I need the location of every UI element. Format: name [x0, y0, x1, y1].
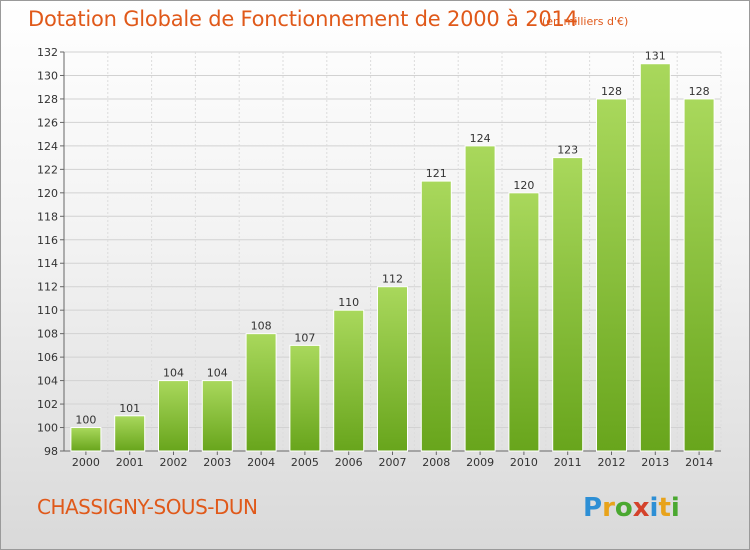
- bar-value-label: 123: [557, 144, 578, 157]
- bar: [201, 380, 233, 452]
- y-tick-label: 112: [37, 281, 58, 294]
- bar-value-label: 131: [645, 50, 666, 63]
- y-tick-label: 116: [37, 234, 58, 247]
- chart-title: Dotation Globale de Fonctionnement de 20…: [28, 7, 578, 31]
- bar: [245, 333, 277, 452]
- bar-value-label: 112: [382, 273, 403, 286]
- bar: [683, 98, 715, 452]
- x-tick-label: 2007: [379, 456, 407, 469]
- y-tick-label: 114: [37, 257, 58, 270]
- y-tick-label: 100: [37, 422, 58, 435]
- x-tick-label: 2010: [510, 456, 538, 469]
- commune-name: CHASSIGNY-SOUS-DUN: [37, 495, 258, 519]
- bar: [70, 427, 102, 452]
- proxiti-logo: Proxiti: [583, 493, 680, 523]
- x-tick-label: 2005: [291, 456, 319, 469]
- y-tick-label: 130: [37, 69, 58, 82]
- bar-value-label: 110: [338, 296, 359, 309]
- bar: [464, 145, 496, 452]
- bar: [420, 180, 452, 452]
- x-tick-label: 2009: [466, 456, 494, 469]
- bar: [508, 192, 540, 452]
- bar: [639, 63, 671, 452]
- x-tick-label: 2013: [641, 456, 669, 469]
- svg-text:Proxiti: Proxiti: [583, 493, 680, 523]
- y-tick-label: 108: [37, 328, 58, 341]
- bar-value-label: 107: [294, 331, 315, 344]
- bar-value-label: 108: [251, 320, 272, 333]
- bar-value-label: 124: [470, 132, 491, 145]
- y-tick-label: 120: [37, 187, 58, 200]
- bar: [289, 344, 321, 452]
- chart-unit: (en milliers d'€): [542, 15, 629, 28]
- bar: [114, 415, 146, 452]
- x-tick-label: 2011: [554, 456, 582, 469]
- x-tick-label: 2001: [116, 456, 144, 469]
- y-tick-label: 110: [37, 304, 58, 317]
- x-tick-label: 2006: [335, 456, 363, 469]
- bar-value-label: 121: [426, 167, 447, 180]
- x-tick-label: 2000: [72, 456, 100, 469]
- bar-value-label: 104: [163, 367, 184, 380]
- y-tick-label: 122: [37, 163, 58, 176]
- x-tick-label: 2004: [247, 456, 275, 469]
- y-tick-label: 124: [37, 140, 58, 153]
- y-tick-label: 126: [37, 116, 58, 129]
- bar: [552, 157, 584, 452]
- bar: [158, 380, 189, 452]
- bar: [333, 309, 365, 452]
- bar-value-label: 128: [601, 85, 622, 98]
- x-tick-label: 2002: [160, 456, 188, 469]
- y-tick-label: 128: [37, 93, 58, 106]
- y-tick-label: 98: [44, 445, 58, 458]
- y-tick-label: 106: [37, 351, 58, 364]
- bar-value-label: 104: [207, 367, 228, 380]
- bars: [70, 63, 715, 452]
- y-tick-label: 132: [37, 46, 58, 59]
- y-tick-label: 104: [37, 375, 58, 388]
- bar-value-label: 128: [689, 85, 710, 98]
- bar-value-label: 120: [513, 179, 534, 192]
- x-tick-label: 2008: [422, 456, 450, 469]
- x-tick-label: 2003: [203, 456, 231, 469]
- x-tick-label: 2014: [685, 456, 713, 469]
- bar: [596, 98, 627, 452]
- bar-value-label: 100: [75, 414, 96, 427]
- x-tick-label: 2012: [598, 456, 626, 469]
- y-tick-label: 102: [37, 398, 58, 411]
- y-tick-label: 118: [37, 210, 58, 223]
- bar: [377, 286, 408, 452]
- labels: 98 100 102 104 106 108 110 112 114 116 118 120 122 12…: [37, 46, 713, 469]
- bar-value-label: 101: [119, 402, 140, 415]
